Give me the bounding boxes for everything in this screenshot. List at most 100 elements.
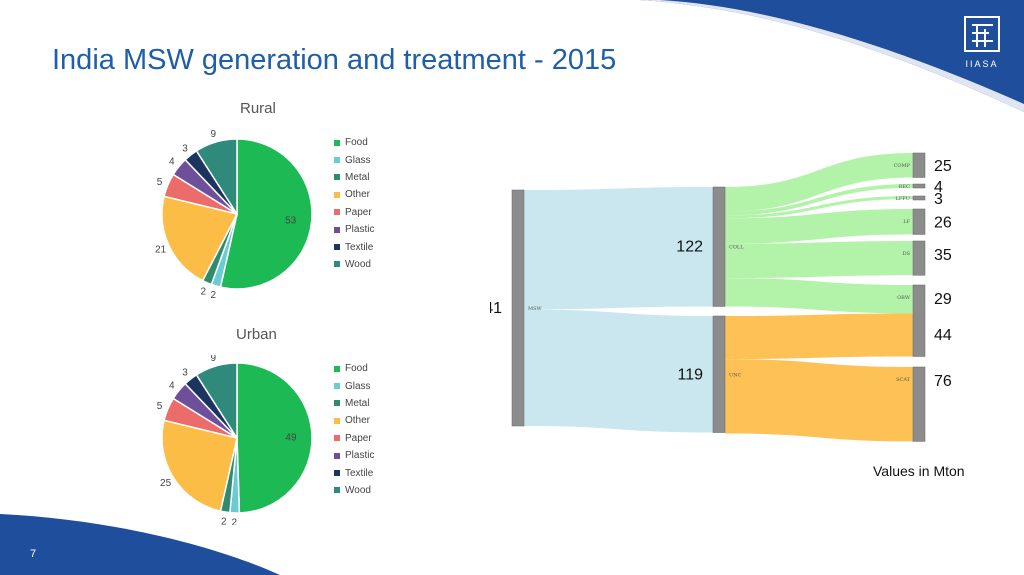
- rural-slice-food: [219, 138, 313, 290]
- urban-label-textile: 3: [182, 367, 188, 378]
- legend-label: Plastic: [345, 224, 375, 236]
- urban-label-wood: 9: [211, 355, 217, 364]
- sankey-node-label-scat: SCAT: [896, 377, 911, 383]
- rural-label-wood: 9: [211, 129, 217, 140]
- rural-slice-other: [161, 195, 239, 282]
- sankey-node-label-msw: MSW: [528, 306, 543, 312]
- sankey-link-coll-ds: [725, 241, 913, 279]
- legend-swatch: [334, 452, 340, 459]
- rural-pie-legend: Food Glass Metal Other Paper Plastic Textile Wo…: [334, 134, 374, 273]
- legend-swatch: [334, 470, 340, 477]
- svg-text:IIASA: IIASA: [965, 59, 998, 69]
- rural-legend-glass: Glass: [334, 151, 374, 168]
- sankey-link-unc-scat: [725, 359, 913, 442]
- rural-legend-textile: Textile: [334, 238, 374, 255]
- sankey-value-scat: 76: [934, 373, 952, 390]
- sankey-value-comp: 25: [934, 158, 952, 175]
- urban-label-food: 49: [285, 433, 297, 444]
- sankey-link-coll-obw: [725, 278, 913, 314]
- legend-swatch: [334, 226, 340, 233]
- legend-swatch: [334, 157, 340, 164]
- urban-legend-metal: Metal: [334, 395, 374, 412]
- sankey-node-obw: [912, 284, 926, 357]
- legend-label: Paper: [345, 432, 372, 444]
- legend-swatch: [334, 400, 340, 407]
- rural-label-textile: 3: [182, 143, 188, 154]
- urban-legend-food: Food: [334, 360, 374, 377]
- page-number: 7: [30, 548, 37, 560]
- sankey-value-rec: 4: [934, 179, 943, 196]
- sankey-links: [524, 153, 913, 442]
- urban-label-glass: 2: [232, 517, 238, 525]
- sankey-node-label-lf: LF: [903, 219, 910, 225]
- sankey-link-coll-comp: [725, 153, 913, 212]
- urban-label-plastic: 4: [169, 381, 175, 392]
- rural-label-metal: 2: [201, 286, 207, 297]
- sankey-node-label-coll: COLL: [729, 245, 744, 251]
- sankey-node-label-unc: UNC: [729, 372, 742, 378]
- sankey-value-obw: 29: [934, 291, 952, 308]
- sankey-node-label-comp: COMP: [894, 163, 911, 169]
- page-title: India MSW generation and treatment - 201…: [52, 44, 617, 76]
- sankey-value-lf: 26: [934, 215, 952, 232]
- iiasa-logo-mark: IIASA: [964, 16, 1000, 69]
- legend-swatch: [334, 139, 340, 146]
- rural-label-paper: 5: [157, 177, 163, 188]
- sankey-link-coll-rec: [725, 184, 913, 216]
- urban-pie-chart: 49 22 25 543 9: [157, 355, 313, 525]
- urban-legend-other: Other: [334, 412, 374, 429]
- legend-label: Food: [345, 363, 368, 375]
- sankey-value-ds: 35: [934, 247, 952, 264]
- sankey-node-ds: [912, 240, 926, 276]
- sankey-node-label-rec: REC: [899, 184, 910, 190]
- rural-legend-paper: Paper: [334, 204, 374, 221]
- legend-swatch: [334, 435, 340, 442]
- rural-legend-food: Food: [334, 134, 374, 151]
- urban-legend-plastic: Plastic: [334, 447, 374, 464]
- sankey-node-comp: [912, 152, 926, 178]
- legend-label: Glass: [345, 380, 371, 392]
- legend-label: Textile: [345, 467, 374, 479]
- legend-swatch: [334, 261, 340, 268]
- urban-legend-wood: Wood: [334, 482, 374, 499]
- sankey-link-coll-lf: [725, 209, 913, 244]
- legend-label: Metal: [345, 171, 370, 183]
- sankey-node-lf: [912, 208, 926, 235]
- sankey-value-coll: 122: [676, 239, 703, 256]
- sankey-node-rec: [912, 183, 926, 189]
- legend-label: Metal: [345, 397, 370, 409]
- sankey-node-coll: [712, 186, 726, 307]
- urban-label-other: 25: [160, 478, 172, 489]
- legend-swatch: [334, 487, 340, 494]
- sankey-node-label-lffu: LFFU: [896, 196, 910, 202]
- sankey-node-lffu: [912, 195, 926, 201]
- urban-legend-paper: Paper: [334, 430, 374, 447]
- sankey-value-unc: 119: [677, 366, 703, 383]
- rural-pie-chart: 53 22 21 543 9: [155, 129, 313, 301]
- legend-swatch: [334, 209, 340, 216]
- legend-label: Plastic: [345, 450, 375, 462]
- urban-label-metal: 2: [221, 516, 227, 525]
- rural-label-plastic: 4: [169, 157, 175, 168]
- urban-slice-food: [236, 362, 313, 514]
- sankey-link-unc-obw: [725, 313, 913, 360]
- legend-swatch: [334, 244, 340, 251]
- urban-pie-legend: Food Glass Metal Other Paper Plastic Textile Wo…: [334, 360, 374, 499]
- legend-swatch: [334, 417, 340, 424]
- legend-label: Other: [345, 415, 371, 427]
- sankey-node-scat: [912, 366, 926, 442]
- sankey-node-label-obw: OBW: [897, 295, 911, 301]
- legend-label: Textile: [345, 241, 374, 253]
- legend-swatch: [334, 383, 340, 390]
- rural-slice-wood: [195, 138, 238, 217]
- sankey-value-lffu: 3: [934, 191, 943, 208]
- legend-label: Other: [345, 189, 371, 201]
- legend-label: Paper: [345, 206, 372, 218]
- legend-swatch: [334, 365, 340, 372]
- legend-label: Wood: [345, 484, 371, 496]
- rural-legend-wood: Wood: [334, 256, 374, 273]
- legend-label: Food: [345, 137, 368, 149]
- rural-label-other: 21: [155, 244, 167, 255]
- sankey-node-msw: [511, 189, 525, 427]
- urban-legend-glass: Glass: [334, 377, 374, 394]
